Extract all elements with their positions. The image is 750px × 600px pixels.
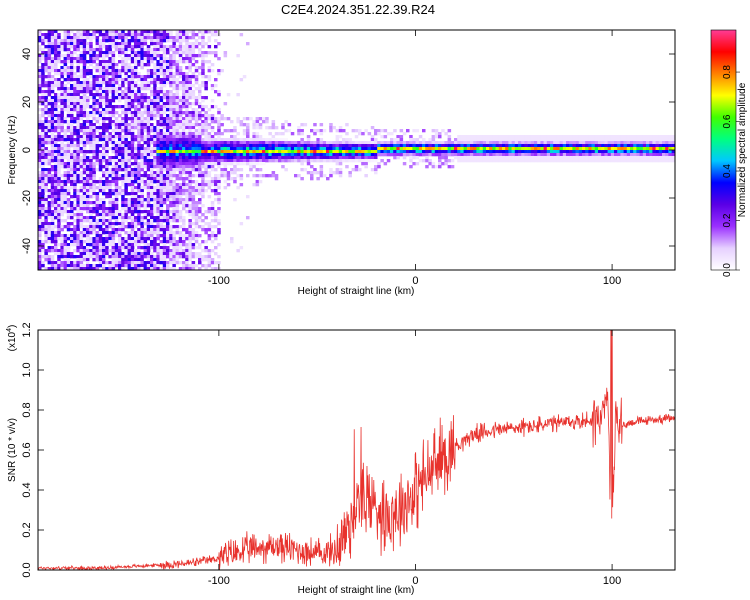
snr-x-label: Height of straight line (km) — [298, 585, 415, 596]
spectrogram-cells — [38, 30, 675, 270]
snr-y-ticks: 0.0 0.2 0.4 0.6 0.8 1.0 1.2 — [21, 322, 675, 578]
snr-multiplier: (x104) — [6, 325, 18, 352]
snr-y-tick-label: 0.4 — [21, 482, 33, 497]
colorbar-ticks: 0.0 0.2 0.4 0.6 0.8 — [722, 65, 740, 277]
snr-y-label: SNR (10 * v/v) — [7, 418, 18, 482]
colorbar-tick-label: 0.8 — [722, 65, 733, 79]
colorbar: 0.0 0.2 0.4 0.6 0.8 Normalized spectral ampl… — [710, 29, 748, 277]
figure-title: C2E4.2024.351.22.39.R24 — [281, 2, 435, 17]
spectrogram-y-tick-label: 0 — [21, 147, 33, 153]
snr-panel: -100 0 100 0.0 0.2 0.4 0.6 0.8 1.0 1.2 Height of… — [6, 322, 676, 596]
snr-background — [38, 330, 675, 570]
snr-y-tick-label: 1.0 — [21, 362, 33, 377]
snr-y-tick-label: 0.6 — [21, 442, 33, 457]
spectrogram-y-label: Frequency (Hz) — [7, 116, 18, 185]
spectrogram-x-label: Height of straight line (km) — [298, 286, 415, 297]
snr-y-tick-label: 0.2 — [21, 522, 33, 537]
colorbar-tick-label: 0.2 — [722, 213, 733, 227]
spectrogram-x-tick-label: 0 — [412, 275, 418, 287]
snr-x-tick-label: 0 — [412, 575, 418, 587]
snr-y-tick-label: 0.0 — [21, 562, 33, 577]
colorbar-frame — [710, 29, 737, 271]
snr-x-ticks: -100 0 100 — [208, 330, 621, 587]
spectrogram-y-ticks: -40 -20 0 20 40 — [21, 48, 675, 254]
snr-x-tick-label: -100 — [208, 575, 230, 587]
colorbar-tick-label: 0.6 — [722, 114, 733, 128]
colorbar-gradient — [711, 30, 736, 270]
spectrogram-x-tick-label: -100 — [208, 275, 230, 287]
snr-x-tick-label: 100 — [603, 575, 621, 587]
spectrogram-x-ticks: -100 0 100 — [208, 30, 621, 287]
colorbar-label: Normalized spectral amplitude — [737, 82, 748, 217]
spectrogram-y-tick-label: 40 — [21, 48, 33, 60]
spectrogram-panel: -100 0 100 -40 -20 0 20 40 Height of straight … — [7, 29, 676, 297]
spectrogram-y-tick-label: -40 — [21, 238, 33, 254]
spectrogram-y-tick-label: -20 — [21, 190, 33, 206]
spectrogram-y-tick-label: 20 — [21, 96, 33, 108]
snr-y-tick-label: 0.8 — [21, 402, 33, 417]
colorbar-tick-label: 0.0 — [722, 263, 733, 277]
colorbar-tick-label: 0.4 — [722, 164, 733, 178]
spectrogram-x-tick-label: 100 — [603, 275, 621, 287]
snr-series-line — [38, 330, 675, 570]
snr-y-tick-label: 1.2 — [21, 322, 33, 337]
